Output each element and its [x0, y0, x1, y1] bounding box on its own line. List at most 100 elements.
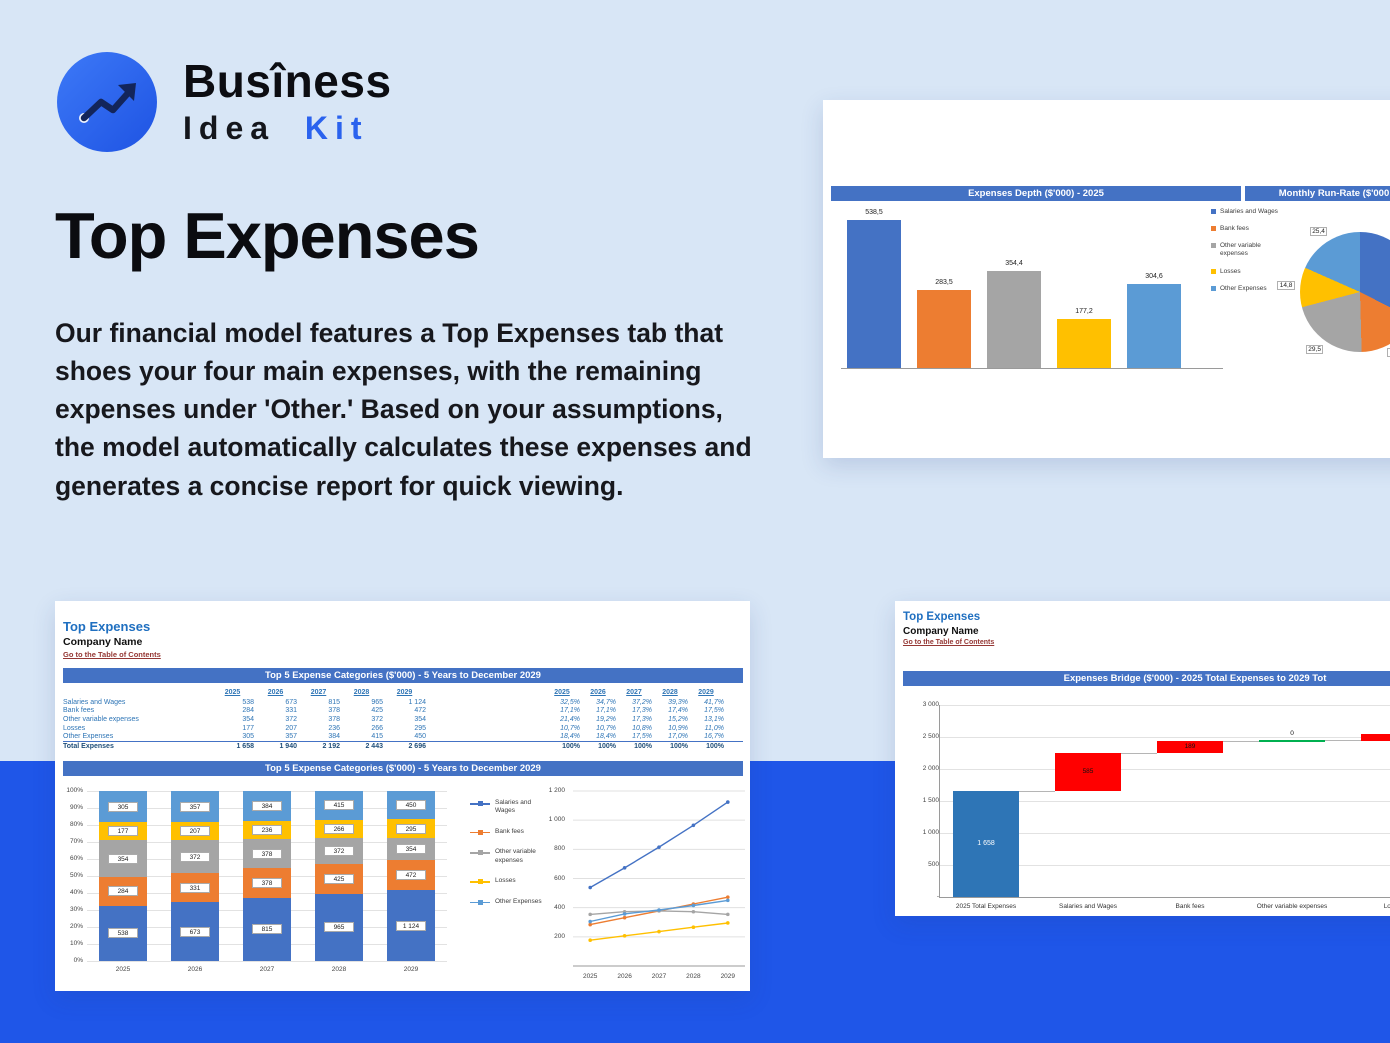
x-tick-label: 2029 — [403, 966, 419, 973]
table-of-contents-link[interactable]: Go to the Table of Contents — [903, 639, 995, 646]
total-value-cell: 2 443 — [365, 742, 383, 750]
value-cell: 384 — [328, 733, 340, 741]
run-rate-pie-chart — [1300, 232, 1390, 352]
x-tick-label: 2029 — [720, 973, 736, 980]
legend-dot — [477, 899, 483, 905]
value-cell: 538 — [242, 698, 254, 706]
segment-value-label: 378 — [252, 878, 282, 889]
percent-cell: 17,5% — [704, 707, 724, 715]
x-tick-label: 2026 — [617, 973, 632, 980]
x-category-label: 2025 Total Expenses — [955, 903, 1017, 910]
percent-cell: 18,4% — [596, 733, 616, 741]
x-tick-label: 2025 — [582, 973, 598, 980]
bar-segment — [847, 220, 901, 368]
bar-segment — [1127, 284, 1181, 368]
percent-cell: 34,7% — [596, 698, 616, 706]
year-header: 2026 — [267, 689, 284, 696]
total-value-cell: 1 658 — [236, 742, 254, 750]
segment-value-label: 177 — [108, 826, 138, 837]
segment-value-label: 372 — [180, 851, 210, 862]
y-tick-label: 200 — [554, 932, 565, 940]
year-header: 2028 — [662, 689, 678, 696]
value-cell: 815 — [328, 698, 340, 706]
bar-segment — [987, 270, 1041, 368]
connector-line — [1121, 753, 1157, 755]
value-cell: 354 — [414, 715, 426, 723]
legend-marker — [470, 849, 490, 856]
bar-value-label: 177,2 — [1075, 308, 1093, 316]
table-of-contents-link[interactable]: Go to the Table of Contents — [63, 650, 161, 659]
total-percent-cell: 100% — [634, 742, 652, 750]
table-total-row: Total Expenses 1 658 1 940 2 192 2 443 2 696 1… — [63, 740, 743, 751]
value-cell: 207 — [285, 724, 297, 732]
y-tick-label: 2 500 — [922, 733, 939, 740]
x-tick-label: 2025 — [115, 966, 131, 973]
grid-line — [939, 801, 1390, 802]
segment-value-label: 425 — [324, 874, 354, 885]
legend-label: Other variable expenses — [495, 848, 536, 864]
year-header: 2027 — [310, 689, 327, 696]
x-tick-label: 2027 — [651, 973, 667, 980]
bar-value-label: 538,5 — [865, 209, 883, 216]
bar-value-label: 0 — [1290, 730, 1294, 738]
waterfall-chart: 3 000 2 500 2 000 1 500 1 000 500 - 1 658 2025 T… — [895, 601, 1390, 916]
percent-cell: 10,8% — [632, 724, 652, 732]
legend-label: Bank fees — [495, 827, 524, 835]
legend-item: Other Expenses — [1211, 285, 1287, 293]
value-cell: 372 — [371, 715, 383, 723]
value-cell: 284 — [242, 707, 254, 715]
value-cell: 266 — [371, 724, 383, 732]
x-tick-label: 2026 — [187, 966, 203, 973]
percent-cell: 17,1% — [560, 707, 580, 715]
legend-item: Losses — [1211, 268, 1287, 276]
y-tick-label: 500 — [928, 861, 939, 868]
y-tick-label: 1 500 — [922, 797, 939, 804]
percent-cell: 16,7% — [704, 733, 724, 741]
bar-value-label: 585 — [1082, 768, 1094, 776]
table-year-header-row: 2025 2026 2027 2028 2029 2025 2026 2027 2028 2029 — [63, 687, 743, 698]
page-description: Our financial model features a Top Expen… — [55, 318, 752, 501]
grid-line — [939, 737, 1390, 738]
value-cell: 236 — [328, 724, 340, 732]
row-label: Losses — [63, 724, 86, 732]
y-tick-label: 50% — [69, 872, 83, 879]
segment-value-label: 354 — [108, 853, 138, 864]
pie-value-label: 29,5 — [1305, 344, 1324, 354]
legend-swatch — [1211, 226, 1216, 232]
segment-value-label: 378 — [252, 848, 282, 859]
row-label: Other Expenses — [63, 733, 114, 741]
percent-cell: 10,9% — [668, 724, 688, 732]
total-percent-cell: 100% — [670, 742, 688, 750]
y-tick-label: 0% — [73, 957, 83, 964]
segment-value-label: 207 — [180, 826, 210, 837]
legend-swatch — [1211, 243, 1216, 249]
y-tick-label: 600 — [554, 874, 565, 882]
bridge-chart-header: Expenses Bridge ($'000) - 2025 Total Exp… — [903, 671, 1390, 686]
legend-label: Other Expenses — [495, 897, 542, 905]
percent-cell: 17,1% — [596, 707, 616, 715]
x-tick-label: 2027 — [259, 966, 275, 973]
y-tick-label: 40% — [69, 889, 83, 896]
y-tick-label: 800 — [554, 845, 565, 853]
grid-line — [939, 769, 1390, 770]
legend-dot — [477, 879, 483, 885]
legend-dot — [477, 850, 483, 856]
pie-value-label: 25,4 — [1309, 226, 1328, 236]
percent-cell: 32,5% — [560, 698, 580, 706]
value-cell: 472 — [414, 707, 426, 715]
segment-value-label: 266 — [324, 824, 354, 835]
legend-item: Bank fees — [470, 828, 546, 836]
bar-value-label: 283,5 — [935, 279, 953, 287]
page-title: Top Expenses — [55, 199, 480, 272]
value-cell: 305 — [242, 733, 254, 741]
pie-value-label: 14,8 — [1277, 281, 1295, 291]
percent-cell: 21,4% — [560, 715, 580, 723]
y-tick-label: - — [936, 893, 939, 900]
y-tick-label: 2 000 — [922, 765, 939, 772]
grid-line — [87, 961, 447, 962]
grid-line — [939, 865, 1390, 866]
brand-text: Busîness Idea Kit — [183, 57, 392, 146]
legend-item: Bank fees — [1211, 225, 1287, 233]
segment-value-label: 415 — [324, 800, 354, 811]
legend-label: Salaries and Wages — [1220, 208, 1278, 215]
